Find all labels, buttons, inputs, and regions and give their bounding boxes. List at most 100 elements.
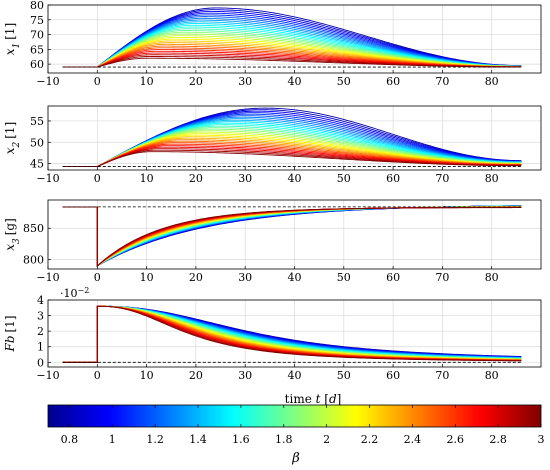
panel-fb-multiplier: ·10−2: [60, 286, 89, 301]
x-tick-label: 60: [386, 75, 400, 88]
x-tick-label: 30: [238, 172, 252, 185]
x-tick-label: 10: [140, 369, 154, 382]
panel-x3: −10 0 10 20 30 40 50 60 70 80 800 850 x3[g]: [3, 199, 542, 284]
y-tick-label: 60: [30, 58, 44, 71]
colorbar-tick-label: 2.4: [404, 433, 422, 446]
series-line: [62, 206, 522, 267]
series-line: [62, 205, 522, 267]
x-tick-label: 50: [337, 271, 351, 284]
panel-x2-ylabel: x2[1]: [3, 122, 22, 155]
x-tick-label: 70: [435, 172, 449, 185]
colorbar-tick-label: 1.4: [189, 433, 207, 446]
colorbar-tick-label: 3: [538, 433, 545, 446]
x-tick-label: 80: [485, 172, 499, 185]
y-tick-label: 3: [37, 310, 44, 323]
panel-fb-ylabel: Fb[1]: [3, 315, 17, 352]
y-tick-label: 2: [37, 325, 44, 338]
x-tick-label: 10: [140, 172, 154, 185]
x-tick-label: −10: [36, 369, 59, 382]
series-line: [62, 206, 522, 267]
panel-x1-ylabel: x1[1]: [3, 23, 22, 56]
x-tick-label: 50: [337, 369, 351, 382]
x-tick-label: 30: [238, 369, 252, 382]
x-tick-label: 0: [94, 172, 101, 185]
series-line: [62, 305, 522, 363]
x-tick-label: 50: [337, 172, 351, 185]
x-tick-label: 70: [435, 271, 449, 284]
series-line: [62, 206, 522, 267]
series-line: [62, 206, 522, 267]
colorbar-tick-label: 1: [109, 433, 116, 446]
x-tick-label: 40: [288, 271, 302, 284]
x-tick-label: 10: [140, 271, 154, 284]
series-line: [62, 205, 522, 267]
x-tick-label: 60: [386, 271, 400, 284]
series-line: [62, 206, 522, 267]
x-tick-label: 80: [485, 75, 499, 88]
x-tick-label: 70: [435, 75, 449, 88]
y-tick-label: 800: [23, 254, 44, 267]
x-tick-label: 0: [94, 369, 101, 382]
x-tick-label: 20: [189, 75, 203, 88]
x-tick-label: 40: [288, 75, 302, 88]
x-tick-label: 30: [238, 75, 252, 88]
x-tick-label: 40: [288, 369, 302, 382]
series-line: [62, 206, 522, 267]
y-tick-label: 45: [30, 158, 44, 171]
colorbar-label: β: [291, 451, 300, 466]
x-tick-label: −10: [36, 172, 59, 185]
colorbar-tick-label: 2: [323, 433, 330, 446]
colorbar-tick-label: 2.2: [361, 433, 379, 446]
x-tick-label: −10: [36, 75, 59, 88]
y-tick-label: 1: [37, 341, 44, 354]
series-line: [62, 206, 522, 267]
series-line: [62, 206, 522, 267]
colorbar-tick-label: 1.2: [146, 433, 164, 446]
colorbar-tick-label: 1.6: [232, 433, 250, 446]
series-line: [62, 205, 522, 267]
x-tick-label: 40: [288, 172, 302, 185]
x-tick-label: 0: [94, 271, 101, 284]
y-tick-label: 55: [30, 115, 44, 128]
series-line: [62, 206, 522, 267]
x-tick-label: 80: [485, 369, 499, 382]
series-line: [62, 205, 522, 267]
series-line: [62, 206, 522, 267]
x-tick-label: 80: [485, 271, 499, 284]
colorbar-tick-label: 2.6: [447, 433, 465, 446]
colorbar: 0.8 1 1.2 1.4 1.6 1.8 2 2.2 2.4 2.6 2.8 3 β: [47, 404, 545, 466]
x-tick-label: 20: [189, 271, 203, 284]
x-tick-label: 60: [386, 369, 400, 382]
colorbar-tick-label: 1.8: [275, 433, 293, 446]
x-tick-label: 50: [337, 75, 351, 88]
x-tick-label: 30: [238, 271, 252, 284]
series-line: [62, 206, 522, 267]
y-tick-label: 4: [37, 294, 44, 307]
series-line: [62, 206, 522, 267]
series-line: [62, 151, 522, 168]
colorbar-gradient: [47, 404, 542, 428]
series-line: [62, 57, 522, 68]
x-axis-label: time t [d]: [285, 392, 342, 406]
x-tick-label: 10: [140, 75, 154, 88]
series-line: [62, 206, 522, 267]
y-tick-label: 70: [30, 29, 44, 42]
y-tick-label: 80: [30, 0, 44, 12]
x-tick-label: 70: [435, 369, 449, 382]
series-line: [62, 205, 522, 267]
series-line: [62, 206, 522, 267]
series-line: [62, 205, 522, 267]
y-tick-label: 0: [37, 356, 44, 369]
x-tick-label: 20: [189, 172, 203, 185]
y-tick-label: 75: [30, 14, 44, 27]
panel-x2: −10 0 10 20 30 40 50 60 70 80 45 50 55 x2[1]: [3, 105, 542, 185]
colorbar-tick-label: 0.8: [61, 433, 79, 446]
x-tick-label: 0: [94, 75, 101, 88]
colorbar-tick-label: 2.8: [489, 433, 507, 446]
x-tick-label: −10: [36, 271, 59, 284]
y-tick-label: 50: [30, 136, 44, 149]
y-tick-label: 850: [23, 222, 44, 235]
